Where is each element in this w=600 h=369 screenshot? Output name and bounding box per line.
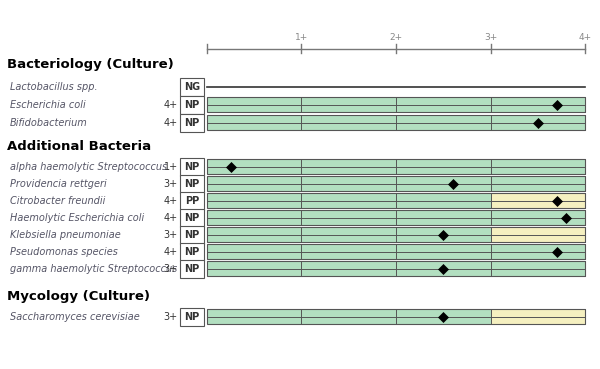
FancyBboxPatch shape bbox=[180, 192, 204, 210]
FancyBboxPatch shape bbox=[207, 159, 585, 174]
FancyBboxPatch shape bbox=[180, 96, 204, 114]
Text: Gastrointestinal Microbiome: Gastrointestinal Microbiome bbox=[182, 6, 418, 21]
FancyBboxPatch shape bbox=[207, 261, 585, 276]
Text: Lactobacillus spp.: Lactobacillus spp. bbox=[10, 82, 98, 92]
Text: 4+: 4+ bbox=[163, 246, 178, 256]
Text: 1+: 1+ bbox=[295, 34, 308, 42]
Text: NG: NG bbox=[184, 82, 200, 92]
Text: 3+: 3+ bbox=[163, 263, 178, 273]
FancyBboxPatch shape bbox=[180, 158, 204, 176]
Text: gamma haemolytic Streptococcus: gamma haemolytic Streptococcus bbox=[10, 263, 178, 273]
FancyBboxPatch shape bbox=[180, 175, 204, 193]
FancyBboxPatch shape bbox=[180, 242, 204, 261]
Text: 4+: 4+ bbox=[163, 100, 178, 110]
Text: Citrobacter freundii: Citrobacter freundii bbox=[10, 196, 106, 206]
FancyBboxPatch shape bbox=[207, 193, 491, 208]
Text: NP: NP bbox=[184, 162, 200, 172]
FancyBboxPatch shape bbox=[180, 208, 204, 227]
FancyBboxPatch shape bbox=[207, 309, 491, 324]
FancyBboxPatch shape bbox=[491, 193, 585, 208]
Text: PP: PP bbox=[185, 196, 199, 206]
FancyBboxPatch shape bbox=[180, 114, 204, 132]
Text: 2+: 2+ bbox=[389, 34, 403, 42]
Text: NP: NP bbox=[184, 263, 200, 273]
Text: 3+: 3+ bbox=[163, 311, 178, 321]
FancyBboxPatch shape bbox=[207, 227, 491, 242]
Text: alpha haemolytic Streptococcus: alpha haemolytic Streptococcus bbox=[10, 162, 167, 172]
Text: 4+: 4+ bbox=[163, 118, 178, 128]
FancyBboxPatch shape bbox=[207, 115, 585, 130]
Text: 3+: 3+ bbox=[163, 230, 178, 239]
Text: Providencia rettgeri: Providencia rettgeri bbox=[10, 179, 107, 189]
Text: Bacteriology (Culture): Bacteriology (Culture) bbox=[7, 58, 174, 71]
FancyBboxPatch shape bbox=[180, 77, 204, 96]
Text: Mycology (Culture): Mycology (Culture) bbox=[7, 290, 150, 303]
Text: 3+: 3+ bbox=[484, 34, 497, 42]
Text: 1+: 1+ bbox=[163, 162, 178, 172]
Text: Klebsiella pneumoniae: Klebsiella pneumoniae bbox=[10, 230, 121, 239]
Text: Bifidobacterium: Bifidobacterium bbox=[10, 118, 88, 128]
Text: Haemolytic Escherichia coli: Haemolytic Escherichia coli bbox=[10, 213, 145, 223]
Text: NP: NP bbox=[184, 230, 200, 239]
Text: 4+: 4+ bbox=[163, 213, 178, 223]
Text: 3+: 3+ bbox=[163, 179, 178, 189]
Text: NP: NP bbox=[184, 213, 200, 223]
FancyBboxPatch shape bbox=[180, 307, 204, 325]
FancyBboxPatch shape bbox=[207, 97, 585, 112]
Text: Saccharomyces cerevisiae: Saccharomyces cerevisiae bbox=[10, 311, 140, 321]
Text: Escherichia coli: Escherichia coli bbox=[10, 100, 86, 110]
FancyBboxPatch shape bbox=[180, 225, 204, 244]
Text: NP: NP bbox=[184, 311, 200, 321]
Text: NP: NP bbox=[184, 246, 200, 256]
FancyBboxPatch shape bbox=[491, 309, 585, 324]
Text: Additional Bacteria: Additional Bacteria bbox=[7, 140, 151, 153]
FancyBboxPatch shape bbox=[207, 210, 585, 225]
Text: NP: NP bbox=[184, 179, 200, 189]
Text: Pseudomonas species: Pseudomonas species bbox=[10, 246, 118, 256]
Text: 4+: 4+ bbox=[578, 34, 592, 42]
Text: 4+: 4+ bbox=[163, 196, 178, 206]
Text: NP: NP bbox=[184, 118, 200, 128]
FancyBboxPatch shape bbox=[491, 227, 585, 242]
FancyBboxPatch shape bbox=[207, 244, 585, 259]
FancyBboxPatch shape bbox=[207, 176, 585, 191]
Text: NP: NP bbox=[184, 100, 200, 110]
FancyBboxPatch shape bbox=[180, 259, 204, 277]
